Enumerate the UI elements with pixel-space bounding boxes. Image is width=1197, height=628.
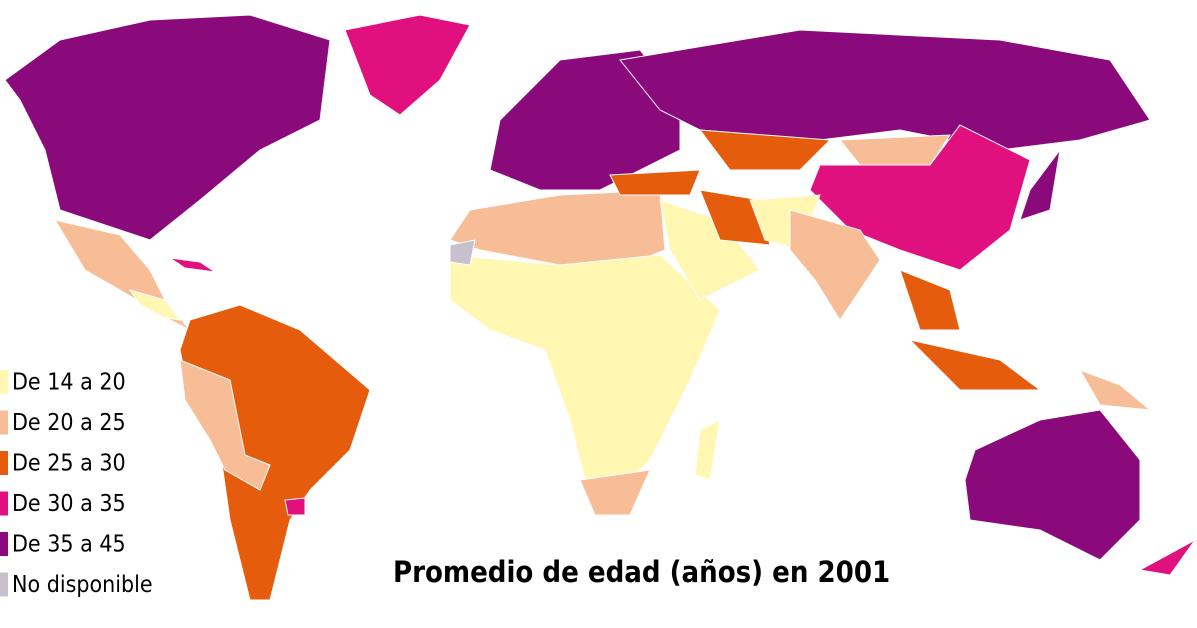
legend-swatch	[0, 572, 8, 597]
africa	[449, 254, 721, 481]
regions	[4, 14, 1196, 601]
legend-swatch	[0, 451, 8, 475]
australia	[964, 409, 1141, 561]
china	[809, 124, 1031, 271]
south-america	[179, 304, 371, 601]
legend-label: De 20 a 25	[12, 410, 126, 436]
new-zealand	[1138, 539, 1196, 576]
cuba	[169, 257, 216, 273]
legend-label: No disponible	[12, 572, 153, 598]
andes	[179, 359, 271, 491]
japan	[1019, 149, 1061, 221]
legend-label: De 14 a 20	[12, 370, 126, 396]
legend-label: De 25 a 30	[12, 451, 126, 477]
turkey	[609, 169, 701, 196]
southern-africa	[579, 469, 651, 516]
map-title: Promedio de edad (años) en 2001	[393, 555, 890, 589]
legend-swatch	[0, 370, 8, 394]
legend-swatch	[0, 491, 8, 516]
legend-swatch	[0, 410, 8, 435]
southeast-asia	[899, 269, 961, 331]
uruguay	[284, 497, 306, 516]
western-sahara	[449, 239, 476, 266]
legend-label: De 35 a 45	[12, 532, 126, 558]
central-america	[128, 289, 182, 321]
new-guinea	[1078, 369, 1152, 411]
legend-label: De 30 a 35	[12, 491, 126, 517]
legend-swatch	[0, 532, 8, 556]
greenland	[344, 14, 471, 116]
arabia	[659, 199, 761, 301]
kazakhstan	[698, 129, 832, 171]
legend: De 14 a 20 De 20 a 25 De 25 a 30 De 30 a 35…	[0, 370, 153, 598]
india	[789, 209, 881, 321]
north-africa	[449, 189, 666, 266]
madagascar	[694, 419, 721, 481]
indonesia	[908, 339, 1042, 391]
russia	[619, 29, 1151, 151]
north-america	[4, 14, 331, 241]
